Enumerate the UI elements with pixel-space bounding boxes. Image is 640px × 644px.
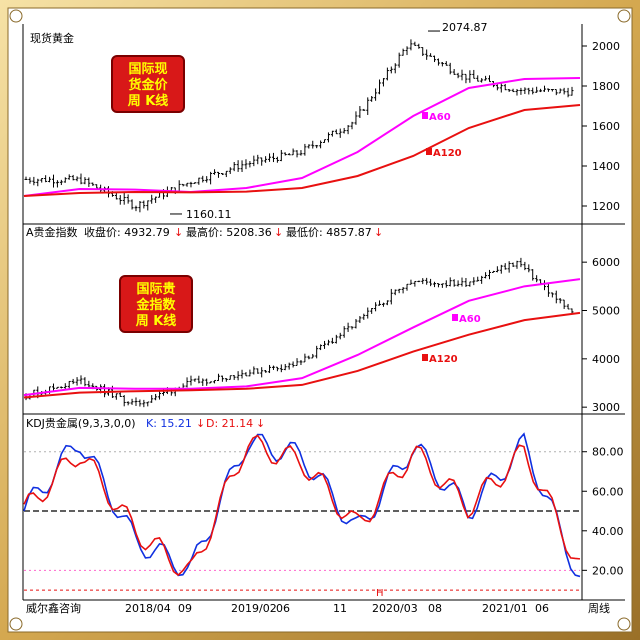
plot-layer: [23, 30, 587, 591]
kdj-y-tick: 40.00: [592, 525, 624, 538]
index-badge: 国际贵 金指数 周 K线: [119, 275, 193, 333]
index-ma120-label: A120: [429, 354, 458, 365]
down-arrow-icon: ↓: [174, 226, 183, 239]
kdj-title: KDJ贵金属(9,3,3,0,0): [26, 416, 136, 430]
index-badge-line-3: 周 K线: [136, 313, 177, 329]
inner-frame: [7, 7, 633, 633]
spot-badge-line-1: 国际现: [128, 62, 167, 77]
ma60-marker: [452, 314, 458, 321]
index-info-line: A贵金指数 收盘价: 4932.79 ↓ 最高价: 5208.36 ↓ 最低价:…: [26, 225, 383, 239]
index-high: 最高价: 5208.36: [186, 225, 272, 239]
period-label: 周线: [588, 601, 610, 615]
kdj-y-axis: 80.00 60.00 40.00 20.00: [592, 446, 624, 578]
down-arrow-icon: ↓: [274, 226, 283, 239]
ma120-marker: [426, 148, 432, 155]
spot-badge: 国际现 货金价 周 K线: [111, 55, 185, 113]
x-tick-label: 11: [333, 602, 347, 615]
spot-y-tick: 1400: [592, 160, 620, 173]
kdj-h-marker: H: [376, 588, 384, 599]
x-tick-label: 2020/03: [372, 602, 418, 615]
x-axis: 威尔鑫咨询 2018/04 09 2019/02 06 11 2020/03 0…: [26, 601, 610, 615]
x-tick-label: 09: [178, 602, 192, 615]
x-tick-label: 2018/04: [125, 602, 171, 615]
corner-ornament: [9, 9, 23, 23]
low-label: 1160.11: [186, 208, 232, 221]
high-label: 2074.87: [442, 21, 488, 34]
x-tick-label: 2019/02: [231, 602, 277, 615]
corner-ornament: [617, 617, 631, 631]
down-arrow-icon: ↓: [196, 417, 205, 430]
kdj-y-tick: 60.00: [592, 485, 624, 498]
ma120-line: [23, 104, 581, 197]
down-arrow-icon: ↓: [256, 417, 265, 430]
index-close: 收盘价: 4932.79: [84, 225, 170, 239]
index-y-tick: 3000: [592, 401, 620, 414]
x-tick-label: 06: [276, 602, 290, 615]
index-y-tick: 6000: [592, 256, 620, 269]
kdj-k-value: K: 15.21: [146, 417, 192, 430]
kdj-d-line: [23, 434, 581, 577]
spot-y-tick: 1600: [592, 120, 620, 133]
ma120-line: [23, 311, 581, 399]
spot-ma120-label: A120: [433, 148, 462, 159]
spot-title: 现货黄金: [30, 31, 74, 45]
ma60-line: [23, 77, 581, 197]
index-name: A贵金指数: [26, 225, 78, 239]
kdj-y-tick: 20.00: [592, 564, 624, 577]
spot-y-axis: 2000 1800 1600 1400 1200: [592, 40, 620, 213]
ma60-marker: [422, 112, 428, 119]
spot-ma60-label: A60: [429, 112, 451, 123]
footer-brand: 威尔鑫咨询: [26, 601, 81, 615]
spot-badge-line-2: 货金价: [128, 77, 168, 93]
kdj-info-line: KDJ贵金属(9,3,3,0,0) K: 15.21 ↓ D: 21.14 ↓: [26, 416, 265, 430]
down-arrow-icon: ↓: [374, 226, 383, 239]
spot-badge-line-3: 周 K线: [128, 93, 169, 109]
spot-y-tick: 2000: [592, 40, 620, 53]
x-tick-label: 06: [535, 602, 549, 615]
spot-y-tick: 1200: [592, 200, 620, 213]
index-ma60-label: A60: [459, 314, 481, 325]
kdj-y-tick: 80.00: [592, 446, 624, 459]
corner-ornament: [617, 9, 631, 23]
corner-ornament: [9, 617, 23, 631]
spot-y-tick: 1800: [592, 80, 620, 93]
kdj-d-value: D: 21.14: [206, 417, 253, 430]
index-y-tick: 4000: [592, 353, 620, 366]
ma60-line: [23, 278, 581, 397]
index-badge-line-1: 国际贵: [136, 281, 175, 297]
x-tick-label: 08: [428, 602, 442, 615]
index-y-tick: 5000: [592, 305, 620, 318]
index-badge-line-2: 金指数: [135, 297, 176, 313]
x-tick-label: 2021/01: [482, 602, 528, 615]
index-low: 最低价: 4857.87: [286, 226, 372, 239]
index-y-axis: 6000 5000 4000 3000: [592, 256, 620, 414]
ma120-marker: [422, 354, 428, 361]
